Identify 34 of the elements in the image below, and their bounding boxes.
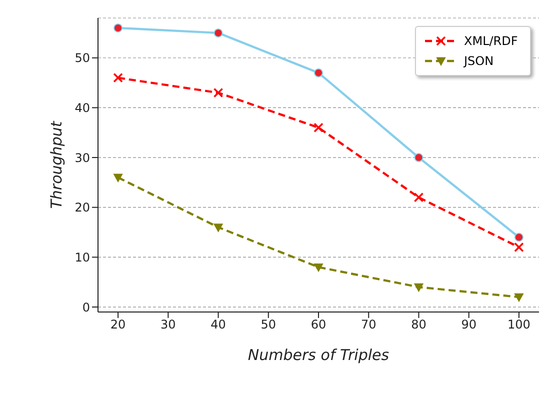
x-tick-label: 80 bbox=[411, 318, 426, 332]
y-tick-label: 50 bbox=[74, 51, 90, 66]
point bbox=[314, 263, 323, 272]
point bbox=[214, 28, 223, 38]
point bbox=[214, 224, 223, 232]
point bbox=[514, 293, 524, 302]
y-axis-title: Throughput bbox=[47, 120, 66, 209]
y-tick-label: 30 bbox=[74, 150, 90, 165]
x-tick-label: 90 bbox=[461, 318, 476, 332]
legend-label: XML/RDF bbox=[464, 34, 519, 48]
y-tick-label: 40 bbox=[74, 100, 90, 115]
point bbox=[514, 242, 524, 252]
point bbox=[314, 122, 324, 133]
point bbox=[114, 174, 123, 182]
x-tick-label: 40 bbox=[210, 318, 226, 332]
x-axis-title: Numbers of Triples bbox=[248, 346, 390, 364]
y-tick-label: 20 bbox=[74, 200, 90, 215]
point bbox=[414, 192, 424, 202]
x-tick-label: 30 bbox=[160, 318, 176, 332]
point bbox=[114, 23, 123, 32]
x-tick-label: 100 bbox=[508, 318, 530, 332]
x-tick-label: 50 bbox=[260, 318, 276, 332]
point bbox=[213, 88, 224, 98]
point bbox=[113, 72, 123, 83]
legend-label: JSON bbox=[464, 54, 495, 68]
point bbox=[414, 283, 424, 292]
point bbox=[414, 153, 424, 162]
x-tick-label: 70 bbox=[360, 318, 376, 332]
y-tick-label: 0 bbox=[82, 300, 90, 314]
y-tick-label: 10 bbox=[74, 250, 90, 264]
point bbox=[514, 232, 524, 242]
x-tick-label: 60 bbox=[310, 318, 326, 332]
x-tick-label: 20 bbox=[110, 318, 126, 332]
point bbox=[314, 68, 323, 78]
